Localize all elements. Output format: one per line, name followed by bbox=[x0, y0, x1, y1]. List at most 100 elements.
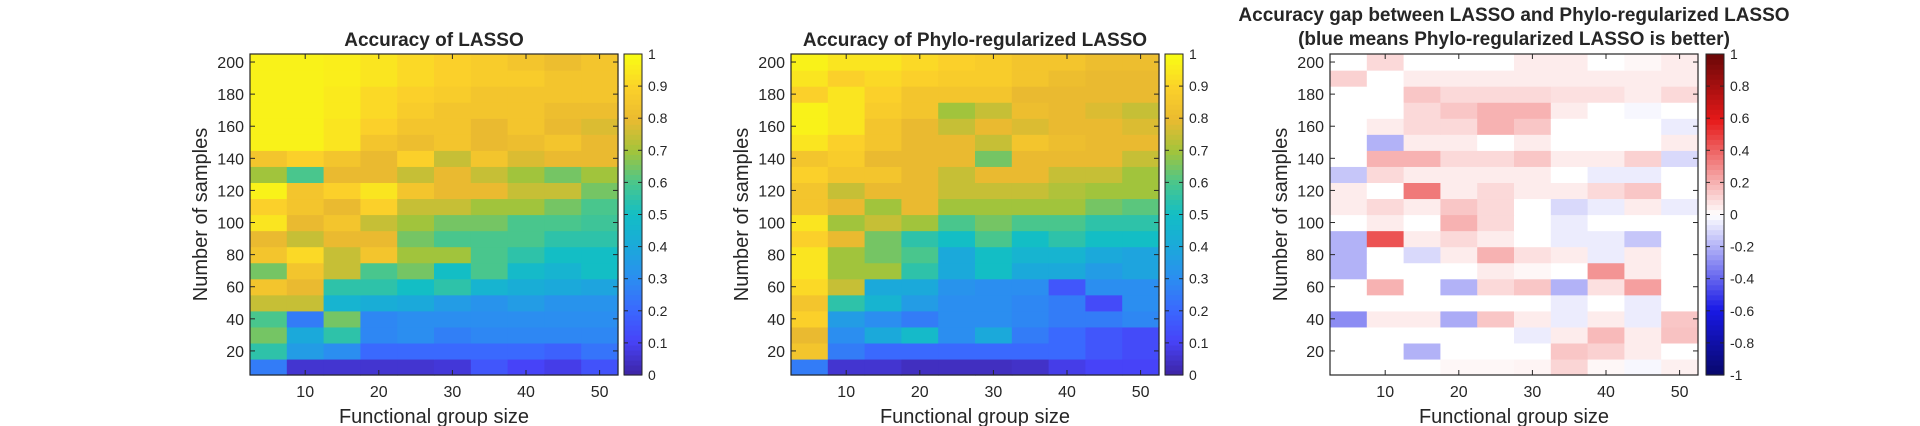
heatmap-cell bbox=[901, 214, 939, 232]
heatmap-cell bbox=[1550, 294, 1589, 312]
y-tick-label: 180 bbox=[758, 87, 785, 104]
colorbar-segment bbox=[1165, 344, 1183, 351]
heatmap-cell bbox=[286, 294, 325, 312]
y-tick-label: 60 bbox=[1306, 280, 1324, 297]
heatmap-cell bbox=[1661, 86, 1699, 103]
heatmap-cell bbox=[507, 326, 545, 344]
heatmap-cell bbox=[827, 358, 866, 376]
heatmap-cell bbox=[1550, 278, 1589, 296]
heatmap-cell bbox=[434, 342, 472, 360]
heatmap-cell bbox=[1011, 134, 1050, 151]
heatmap-cell bbox=[1085, 70, 1123, 87]
colorbar-segment bbox=[1706, 174, 1724, 180]
heatmap-cell bbox=[1624, 326, 1662, 344]
colorbar-segment bbox=[1165, 94, 1183, 100]
heatmap-cell bbox=[1550, 134, 1589, 151]
heatmap-cell bbox=[1624, 54, 1662, 71]
heatmap-cell bbox=[1624, 134, 1662, 151]
colorbar-segment bbox=[1706, 184, 1724, 191]
heatmap-cell bbox=[1550, 86, 1589, 103]
heatmap-cell bbox=[1122, 134, 1160, 151]
heatmap-cell bbox=[1624, 182, 1662, 200]
heatmap-cell bbox=[323, 134, 361, 151]
colorbar-segment bbox=[624, 144, 642, 150]
heatmap-cell bbox=[250, 262, 288, 280]
heatmap-cell bbox=[1122, 326, 1160, 344]
heatmap-cell bbox=[470, 54, 509, 71]
colorbar-segment bbox=[1165, 304, 1183, 311]
heatmap-cell bbox=[1011, 198, 1050, 216]
heatmap-cell bbox=[1587, 54, 1625, 71]
heatmap-cell bbox=[434, 182, 472, 200]
heatmap-cell bbox=[360, 230, 398, 248]
colorbar-segment bbox=[624, 64, 642, 70]
heatmap-cell bbox=[827, 54, 866, 71]
heatmap-cell bbox=[901, 278, 939, 296]
heatmap-cell bbox=[434, 278, 472, 296]
heatmap-cell bbox=[544, 150, 582, 167]
heatmap-cell bbox=[470, 86, 509, 103]
heatmap-cell bbox=[507, 358, 545, 376]
heatmap-cell bbox=[1366, 262, 1405, 280]
heatmap-cell bbox=[250, 134, 288, 151]
heatmap-cell bbox=[864, 326, 902, 344]
heatmap-cell bbox=[1477, 86, 1515, 103]
colorbar-segment bbox=[624, 274, 642, 281]
heatmap-cell bbox=[1048, 102, 1086, 119]
heatmap-cell bbox=[323, 150, 361, 167]
heatmap-cell bbox=[1011, 70, 1050, 87]
heatmap-cell bbox=[397, 294, 435, 312]
colorbar-segment bbox=[1165, 264, 1183, 271]
heatmap-cell bbox=[1550, 214, 1589, 232]
heatmap-cell bbox=[1403, 278, 1441, 296]
heatmap-cell bbox=[1048, 134, 1086, 151]
colorbar-segment bbox=[1706, 109, 1724, 115]
heatmap-cell bbox=[1514, 358, 1552, 376]
heatmap-cell bbox=[1011, 310, 1050, 328]
heatmap-cell bbox=[544, 262, 582, 280]
colorbar-segment bbox=[1706, 209, 1724, 216]
heatmap-cell bbox=[581, 310, 619, 328]
heatmap-cell bbox=[864, 342, 902, 360]
colorbar-segment bbox=[1165, 309, 1183, 316]
colorbar-segment bbox=[624, 244, 642, 251]
heatmap-cell bbox=[827, 214, 866, 232]
heatmap-cell bbox=[864, 102, 902, 119]
heatmap-cell bbox=[470, 278, 509, 296]
heatmap-cell bbox=[975, 166, 1013, 183]
heatmap-cell bbox=[1550, 262, 1589, 280]
heatmap-cell bbox=[827, 70, 866, 87]
heatmap-cell bbox=[1048, 358, 1086, 376]
heatmap-cell bbox=[581, 326, 619, 344]
heatmap-cell bbox=[1477, 358, 1515, 376]
heatmap-cell bbox=[1440, 166, 1478, 183]
colorbar-segment bbox=[1165, 114, 1183, 120]
heatmap-cell bbox=[901, 246, 939, 264]
heatmap-cell bbox=[1403, 214, 1441, 232]
heatmap-cell bbox=[1403, 70, 1441, 87]
colorbar-segment bbox=[624, 329, 642, 336]
heatmap-cell bbox=[1048, 198, 1086, 216]
colorbar: -1 -0.8 -0.6 -0.4 -0.2 0 0.2 0.4 0.6 0.8 1 bbox=[1705, 46, 1754, 383]
heatmap-cell bbox=[1587, 134, 1625, 151]
heatmap-cell bbox=[507, 214, 545, 232]
heatmap-cell bbox=[1403, 86, 1441, 103]
heatmap-cell bbox=[581, 102, 619, 119]
colorbar-segment bbox=[624, 314, 642, 321]
colorbar-segment bbox=[1165, 209, 1183, 216]
colorbar-segment bbox=[1706, 229, 1724, 236]
colorbar-tick-label: 0 bbox=[1189, 367, 1197, 383]
heatmap-cell bbox=[938, 86, 976, 103]
colorbar-segment bbox=[1706, 354, 1724, 361]
y-tick-label: 140 bbox=[217, 151, 244, 168]
heatmap-cell bbox=[901, 342, 939, 360]
axes-box bbox=[790, 53, 1160, 376]
heatmap-cell bbox=[250, 150, 288, 167]
heatmap-cell bbox=[581, 70, 619, 87]
y-tick-label: 60 bbox=[226, 280, 244, 297]
x-tick-label: 50 bbox=[1671, 384, 1689, 401]
heatmap-cell bbox=[250, 246, 288, 264]
colorbar-segment bbox=[1706, 249, 1724, 256]
heatmap-cell bbox=[864, 294, 902, 312]
colorbar-segment bbox=[1706, 259, 1724, 266]
